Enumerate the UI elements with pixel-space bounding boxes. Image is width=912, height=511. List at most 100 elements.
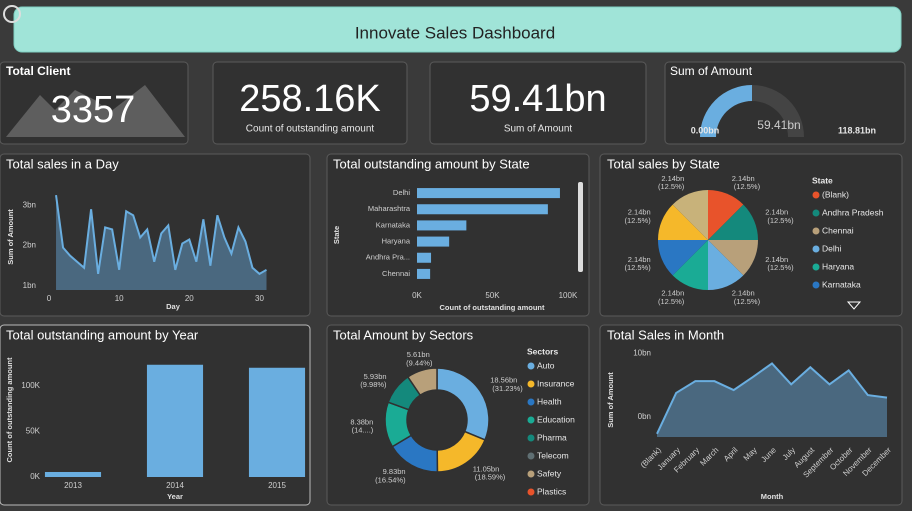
legend-label: Health — [537, 396, 562, 406]
legend-swatch — [527, 398, 535, 406]
legend-swatch — [527, 380, 535, 388]
y-tick-label: 50K — [26, 427, 41, 436]
data-label: 5.93bn (9.98%) — [358, 372, 387, 389]
y-axis-label: Sum of Amount — [6, 209, 15, 265]
y-axis-label: Sum of Amount — [606, 372, 615, 428]
panel — [0, 153, 311, 317]
data-label: 2.14bn (12.5%) — [765, 208, 794, 225]
data-label: 2.14bn (12.5%) — [732, 289, 761, 306]
data-label: 8.38bn (14....) — [350, 417, 374, 434]
card-value: 3357 — [51, 89, 136, 131]
y-axis-label: Count of outstanding amount — [5, 357, 14, 462]
legend-swatch — [812, 227, 820, 235]
legend-swatch — [812, 263, 820, 271]
legend-swatch — [812, 191, 820, 199]
y-axis-label: State — [332, 226, 341, 244]
legend-label: Education — [537, 414, 575, 424]
legend-label: Karnataka — [822, 279, 861, 289]
y-tick-label: Haryana — [382, 237, 411, 246]
gauge-min-label: 0.00bn — [691, 125, 720, 135]
slice — [672, 240, 708, 290]
card — [429, 61, 647, 145]
y-tick-label: 0K — [30, 472, 40, 481]
legend-label: Insurance — [537, 378, 575, 388]
legend-label: Auto — [537, 360, 555, 370]
gauge-max-label: 118.81bn — [838, 125, 876, 135]
y-tick-label: 1bn — [23, 281, 36, 290]
legend-scroll-arrow[interactable] — [846, 301, 862, 310]
bar — [417, 188, 560, 199]
y-tick-label: Karnataka — [376, 220, 411, 229]
slice — [708, 240, 744, 290]
legend-title: State — [812, 175, 833, 185]
card-label: Sum of Amount — [504, 124, 573, 135]
legend-label: Andhra Pradesh — [822, 207, 884, 217]
legend-label: Delhi — [822, 243, 841, 253]
chart-title: Total Sales in Month — [607, 327, 724, 342]
data-label: 2.14bn (12.5%) — [656, 174, 685, 191]
y-tick-label: Chennai — [382, 269, 410, 278]
x-tick-label: 0 — [47, 294, 52, 303]
x-tick-label: 30 — [255, 294, 264, 303]
card-title: Total Client — [6, 64, 70, 78]
bar — [248, 367, 306, 477]
line — [55, 194, 267, 276]
panel — [326, 153, 590, 317]
legend-swatch — [812, 281, 820, 289]
legend-swatch — [527, 488, 535, 496]
chart-title: Total outstanding amount by State — [333, 156, 530, 171]
data-label: 2.14bn (12.5%) — [622, 255, 651, 272]
legend-swatch — [812, 245, 820, 253]
slice — [708, 190, 744, 240]
legend-label: Pharma — [537, 432, 567, 442]
gauge-value — [700, 85, 753, 137]
header-title: Innovate Sales Dashboard — [355, 23, 555, 42]
card-value: 59.41bn — [469, 78, 606, 120]
bar — [417, 204, 548, 215]
x-tick-label: 10 — [115, 294, 124, 303]
bar — [146, 364, 204, 477]
legend-label: Plastics — [537, 486, 566, 496]
card — [212, 61, 408, 145]
data-label: 2.14bn (12.5%) — [765, 255, 794, 272]
legend-label: Haryana — [822, 261, 854, 271]
header-bar — [13, 6, 902, 53]
legend-swatch — [527, 362, 535, 370]
gauge-value-label: 59.41bn — [757, 118, 800, 132]
bar — [417, 252, 432, 263]
slice — [658, 240, 708, 276]
x-tick-label: 100K — [559, 291, 578, 300]
legend-label: Telecom — [537, 450, 569, 460]
x-axis-label: Day — [166, 302, 181, 311]
legend-swatch — [527, 416, 535, 424]
legend-label: (Blank) — [822, 189, 849, 199]
legend-swatch — [527, 452, 535, 460]
chart-title: Total sales by State — [607, 156, 720, 171]
x-axis-label: Year — [167, 492, 183, 501]
x-axis-label: Month — [761, 492, 784, 501]
data-label: 5.61bn (9.44%) — [404, 350, 433, 367]
card-label: Count of outstanding amount — [246, 124, 375, 135]
bar — [417, 268, 431, 279]
x-tick-label: 2013 — [64, 481, 82, 490]
x-axis-label: Count of outstanding amount — [440, 303, 545, 312]
slice — [708, 240, 758, 276]
y-tick-label: 2bn — [23, 241, 36, 250]
scrollbar[interactable] — [578, 182, 583, 272]
slice — [406, 367, 438, 397]
x-tick-label: 2014 — [166, 481, 184, 490]
data-label: 2.14bn (12.5%) — [622, 208, 651, 225]
card-icon — [6, 85, 185, 137]
panel — [326, 324, 590, 506]
legend-label: Safety — [537, 468, 562, 478]
back-button[interactable] — [3, 5, 21, 23]
y-tick-label: Andhra Pra... — [366, 253, 410, 262]
data-label: 2.14bn (12.5%) — [732, 174, 761, 191]
slice — [658, 204, 708, 240]
bar — [417, 236, 450, 247]
card-value: 258.16K — [239, 78, 381, 120]
legend-swatch — [527, 470, 535, 478]
y-tick-label: Maharashtra — [368, 204, 411, 213]
x-tick-label: 20 — [185, 294, 194, 303]
